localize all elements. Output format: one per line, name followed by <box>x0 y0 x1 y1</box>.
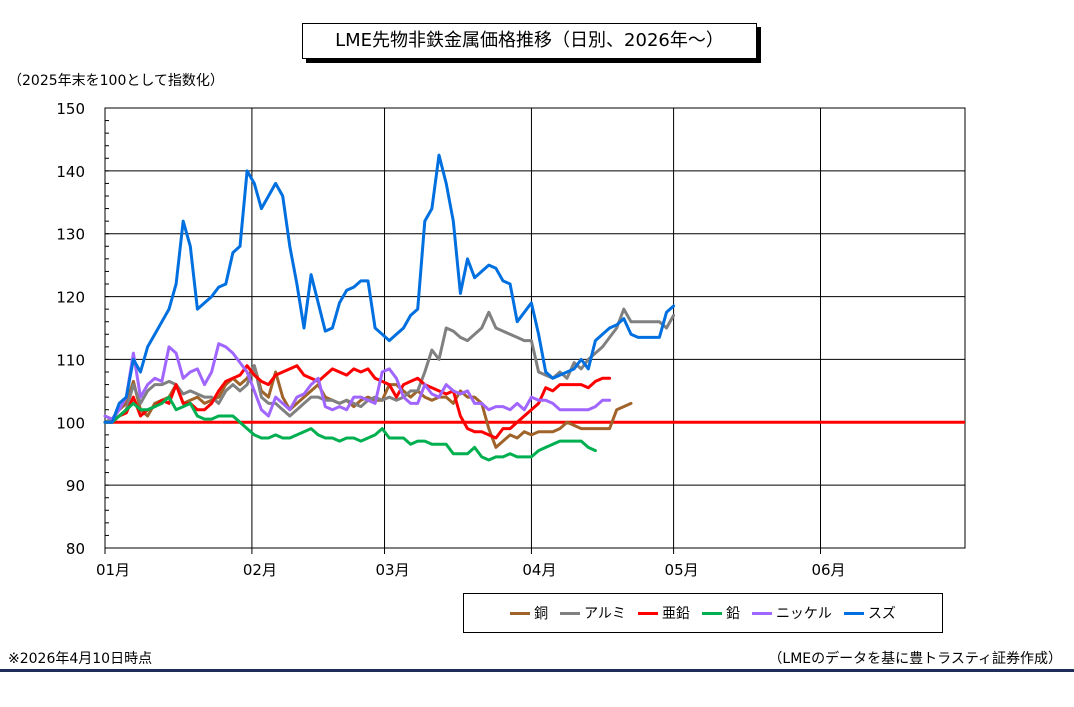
legend-item-nickel: ニッケル <box>751 603 832 623</box>
plot-area-border <box>104 107 966 549</box>
x-tick-label: 06月 <box>811 561 845 579</box>
x-tick-label: 03月 <box>375 561 409 579</box>
chart-legend: 銅 アルミ 亜鉛 鉛 ニッケル スズ <box>463 593 943 633</box>
series-line-copper <box>103 364 633 449</box>
x-tick-label: 04月 <box>522 561 556 579</box>
legend-item-lead: 鉛 <box>701 603 740 623</box>
legend-item-tin: スズ <box>843 603 896 623</box>
legend-label-zinc: 亜鉛 <box>661 606 690 622</box>
legend-swatch-nickel <box>751 611 772 615</box>
source-note: （LMEのデータを基に豊トラスティ証券作成） <box>768 651 1062 667</box>
x-tick-label: 01月 <box>96 561 130 579</box>
series-line-aluminum <box>103 307 676 424</box>
legend-swatch-lead <box>701 611 722 615</box>
legend-item-copper: 銅 <box>510 603 548 623</box>
legend-swatch-zinc <box>637 611 658 615</box>
y-tick-label: 110 <box>56 351 85 369</box>
legend-swatch-copper <box>510 611 531 615</box>
series-line-nickel <box>103 342 612 421</box>
series-layer <box>103 153 676 462</box>
y-tick-label: 130 <box>56 226 85 244</box>
chart-title: LME先物非鉄金属価格推移（日別、2026年～） <box>302 23 757 59</box>
legend-swatch-tin <box>843 611 864 615</box>
y-tick-label: 140 <box>56 163 85 181</box>
legend-label-nickel: ニッケル <box>775 606 832 622</box>
y-tick-label: 150 <box>56 100 85 118</box>
series-line-lead <box>103 395 597 462</box>
bottom-divider <box>0 669 1074 672</box>
legend-item-zinc: 亜鉛 <box>637 603 690 623</box>
x-tick-label: 05月 <box>665 561 699 579</box>
y-axis: 80 90 100 110 120 130 140 150 <box>56 100 109 558</box>
y-tick-label: 90 <box>66 477 85 495</box>
y-tick-label: 80 <box>66 540 85 558</box>
series-line-tin <box>103 153 676 424</box>
legend-label-aluminum: アルミ <box>584 606 626 622</box>
y-tick-label: 100 <box>56 414 85 432</box>
x-tick-label: 02月 <box>243 561 277 579</box>
y-tick-label: 120 <box>56 289 85 307</box>
y-axis-unit-label: （2025年末を100として指数化） <box>8 73 224 89</box>
legend-item-aluminum: アルミ <box>560 603 626 623</box>
legend-label-tin: スズ <box>867 606 896 622</box>
legend-label-lead: 鉛 <box>725 606 740 622</box>
timestamp-note: ※2026年4月10日時点 <box>8 651 153 667</box>
legend-label-copper: 銅 <box>534 606 549 622</box>
chart-grid <box>104 107 966 554</box>
x-axis: 01月 02月 03月 04月 05月 06月 <box>96 561 846 579</box>
legend-swatch-aluminum <box>560 611 581 615</box>
